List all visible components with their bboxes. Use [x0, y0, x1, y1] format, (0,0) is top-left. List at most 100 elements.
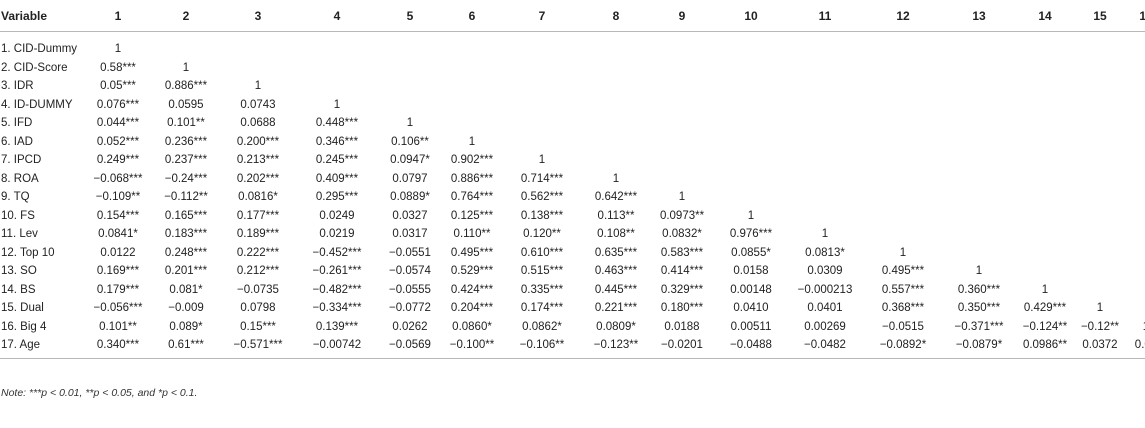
table-cell	[712, 77, 790, 96]
table-cell: 0.202***	[236, 172, 280, 185]
table-cell	[1012, 207, 1078, 226]
table-cell: 0.177***	[236, 209, 280, 222]
table-cell	[294, 59, 380, 78]
table-cell: 0.0797	[392, 172, 428, 185]
table-row: 12. Top 10 0.0122 0.248*** 0.222*** −0.452**…	[0, 244, 1145, 263]
table-cell: 0.976***	[729, 228, 773, 240]
column-header: 1	[86, 0, 150, 32]
table-cell	[1122, 188, 1145, 207]
table-cell	[946, 114, 1012, 133]
table-cell	[580, 114, 652, 133]
table-cell	[652, 32, 712, 59]
table-cell: 0.204***	[450, 302, 494, 314]
table-cell: −0.334***	[312, 302, 362, 314]
table-cell	[860, 77, 946, 96]
row-label: 17. Age	[1, 339, 41, 351]
table-cell: 0.562***	[520, 191, 564, 203]
table-cell: 0.089*	[169, 320, 203, 333]
table-cell: 0.0317	[392, 228, 428, 240]
table-cell: 1	[333, 98, 341, 111]
table-cell: −0.0735	[237, 283, 279, 296]
table-cell	[790, 114, 860, 133]
table-cell: 0.154***	[96, 209, 140, 222]
table-note: Note: ***p < 0.01, **p < 0.05, and *p < …	[1, 387, 198, 399]
table-cell	[1078, 244, 1122, 263]
table-cell: 0.0841*	[98, 228, 138, 240]
table-cell	[712, 151, 790, 170]
table-cell: −0.0574	[389, 265, 431, 277]
table-cell: 0.0862*	[522, 320, 562, 333]
table-cell	[1012, 170, 1078, 189]
table-cell	[860, 225, 946, 244]
table-cell: 0.886***	[450, 172, 494, 185]
table-cell: −0.0551	[389, 246, 431, 259]
table-cell	[860, 96, 946, 115]
table-cell: 0.15***	[240, 320, 276, 333]
table-row: 5. IFD 0.044*** 0.101** 0.0688 0.448*** 1	[0, 114, 1145, 133]
table-cell	[1078, 207, 1122, 226]
row-label: 3. IDR	[1, 80, 34, 92]
table-cell: 0.0595	[168, 98, 204, 111]
column-header: 11	[790, 0, 860, 32]
table-cell	[946, 96, 1012, 115]
column-header: 7	[504, 0, 580, 32]
table-cell: 0.00269	[804, 320, 846, 333]
table-cell: 0.245***	[315, 154, 359, 166]
table-cell: 0.409***	[315, 172, 359, 185]
table-cell	[946, 170, 1012, 189]
table-cell	[1122, 281, 1145, 300]
table-cell: 1	[182, 61, 190, 74]
table-cell	[440, 114, 504, 133]
table-cell: 1	[406, 117, 414, 129]
table-cell	[946, 244, 1012, 263]
table-cell: −0.123**	[593, 339, 639, 351]
table-cell: 0.0309	[807, 265, 843, 277]
table-cell: 0.0813*	[805, 246, 845, 259]
table-cell	[504, 133, 580, 152]
table-cell: 0.346***	[315, 135, 359, 148]
table-cell: 0.0219	[319, 228, 355, 240]
table-body: 1. CID-Dummy 1 2. CID-Score 0.58*** 1 3. IDR 0…	[0, 32, 1145, 358]
table-cell: −0.0892*	[879, 339, 927, 351]
column-header: 6	[440, 0, 504, 32]
column-header: 5	[380, 0, 440, 32]
table-cell	[1122, 114, 1145, 133]
column-header: 3	[222, 0, 294, 32]
table-cell	[860, 32, 946, 59]
header-row: Variable 12345678910111213141516	[0, 0, 1145, 32]
table-cell	[652, 96, 712, 115]
table-cell	[860, 59, 946, 78]
table-cell	[946, 151, 1012, 170]
table-cell	[860, 133, 946, 152]
table-cell: −0.056***	[93, 302, 143, 314]
table-cell	[440, 59, 504, 78]
table-cell	[1078, 96, 1122, 115]
table-cell	[790, 151, 860, 170]
table-cell	[1012, 188, 1078, 207]
table-cell: 0.557***	[881, 283, 925, 296]
table-cell: 0.764***	[450, 191, 494, 203]
table-cell: 0.01	[1134, 339, 1145, 351]
column-header: 12	[860, 0, 946, 32]
table-cell	[946, 188, 1012, 207]
table-cell: 0.106**	[391, 135, 429, 148]
table-cell	[652, 59, 712, 78]
table-cell	[580, 32, 652, 59]
table-cell	[652, 77, 712, 96]
table-cell: 0.101**	[99, 320, 137, 333]
correlation-table-container: Variable 12345678910111213141516 1. CID-…	[0, 0, 1145, 358]
table-cell: 0.0947*	[390, 154, 430, 166]
table-cell: 0.0327	[392, 209, 428, 222]
table-cell: −0.000213	[797, 283, 853, 296]
table-cell	[860, 188, 946, 207]
table-cell: −0.571***	[233, 339, 283, 351]
table-cell: 0.635***	[594, 246, 638, 259]
table-cell: 0.05***	[100, 80, 136, 92]
table-cell: −0.12**	[1080, 320, 1120, 333]
table-cell: 0.0809*	[596, 320, 636, 333]
table-cell	[1122, 299, 1145, 318]
table-cell	[1012, 262, 1078, 281]
table-cell: 0.0410	[733, 302, 769, 314]
column-header: 8	[580, 0, 652, 32]
table-cell	[712, 170, 790, 189]
